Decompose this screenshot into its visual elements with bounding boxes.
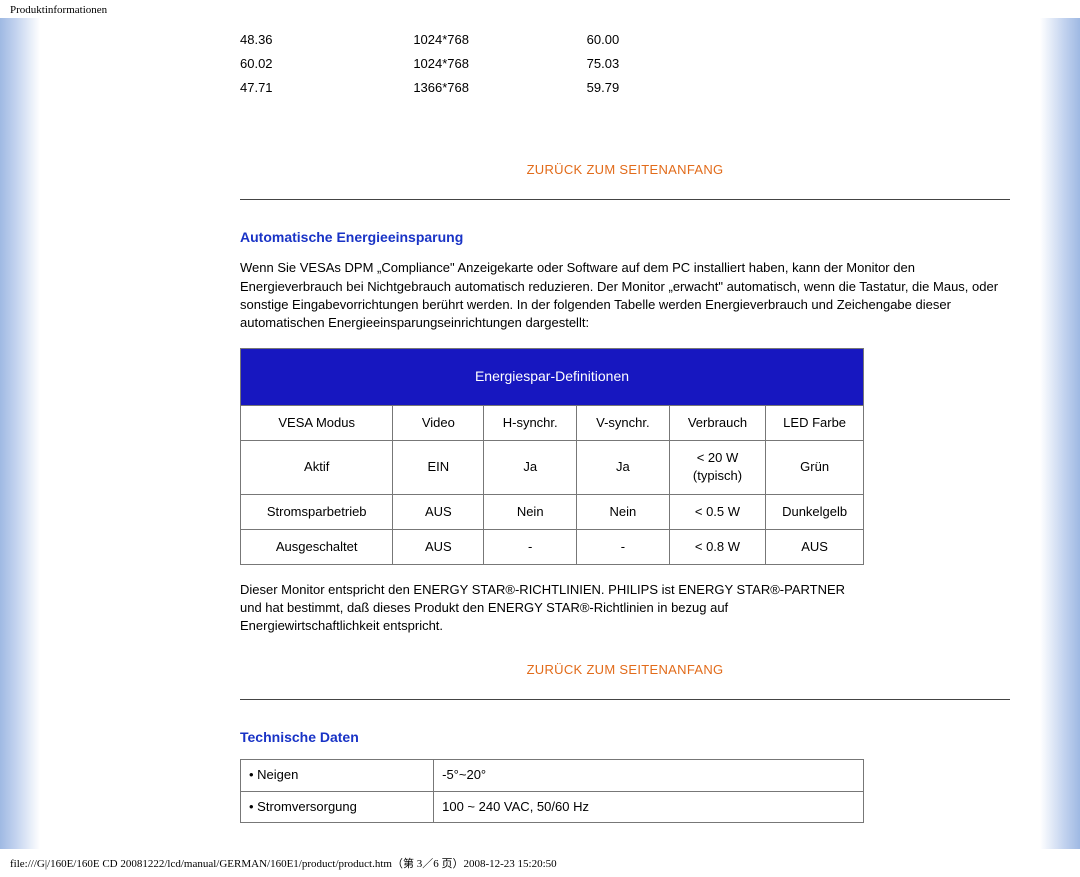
energy-table: Energiespar-Definitionen VESA Modus Vide… xyxy=(240,348,864,565)
cell-value: -5°~20° xyxy=(434,760,864,791)
cell: Ja xyxy=(577,441,670,494)
cell-hfreq: 60.02 xyxy=(240,52,413,76)
page-header: Produktinformationen xyxy=(0,0,1080,18)
col-verbrauch: Verbrauch xyxy=(669,406,766,441)
cell-hfreq: 48.36 xyxy=(240,28,413,52)
divider xyxy=(240,699,1010,700)
cell-label: • Neigen xyxy=(241,760,434,791)
cell: - xyxy=(577,529,670,564)
table-row: Stromsparbetrieb AUS Nein Nein < 0.5 W D… xyxy=(241,494,864,529)
table-title-cell: Energiespar-Definitionen xyxy=(241,349,864,406)
divider xyxy=(240,199,1010,200)
cell-res: 1366*768 xyxy=(413,76,586,100)
col-led: LED Farbe xyxy=(766,406,864,441)
section-title-energy: Automatische Energieeinsparung xyxy=(240,228,1010,248)
table-title-row: Energiespar-Definitionen xyxy=(241,349,864,406)
table-row: Aktif EIN Ja Ja < 20 W (typisch) Grün xyxy=(241,441,864,494)
cell-vfreq: 59.79 xyxy=(587,76,760,100)
page-footer: file:///G|/160E/160E CD 20081222/lcd/man… xyxy=(0,849,1080,877)
cell: AUS xyxy=(393,494,484,529)
left-gap xyxy=(40,18,240,849)
cell-vfreq: 75.03 xyxy=(587,52,760,76)
right-rail xyxy=(1040,18,1080,849)
cell-label: • Stromversorgung xyxy=(241,791,434,822)
cell: < 0.8 W xyxy=(669,529,766,564)
cell: EIN xyxy=(393,441,484,494)
cell: - xyxy=(484,529,577,564)
cell: Stromsparbetrieb xyxy=(241,494,393,529)
cell-value: 100 ~ 240 VAC, 50/60 Hz xyxy=(434,791,864,822)
table-row: • Neigen -5°~20° xyxy=(241,760,864,791)
col-vesa: VESA Modus xyxy=(241,406,393,441)
cell: AUS xyxy=(766,529,864,564)
section-title-tech: Technische Daten xyxy=(240,728,1010,748)
main-content: 48.36 1024*768 60.00 60.02 1024*768 75.0… xyxy=(240,18,1040,849)
cell-res: 1024*768 xyxy=(413,28,586,52)
cell: Dunkelgelb xyxy=(766,494,864,529)
table-header-row: VESA Modus Video H-synchr. V-synchr. Ver… xyxy=(241,406,864,441)
energy-paragraph: Wenn Sie VESAs DPM „Compliance" Anzeigek… xyxy=(240,259,1010,332)
table-row: • Stromversorgung 100 ~ 240 VAC, 50/60 H… xyxy=(241,791,864,822)
table-row: 60.02 1024*768 75.03 xyxy=(240,52,760,76)
col-video: Video xyxy=(393,406,484,441)
page-body: 48.36 1024*768 60.00 60.02 1024*768 75.0… xyxy=(0,18,1080,849)
cell: Aktif xyxy=(241,441,393,494)
back-to-top-link[interactable]: ZURÜCK ZUM SEITENANFANG xyxy=(240,661,1010,679)
cell: Grün xyxy=(766,441,864,494)
table-row: 48.36 1024*768 60.00 xyxy=(240,28,760,52)
cell: Ja xyxy=(484,441,577,494)
timing-table-fragment: 48.36 1024*768 60.00 60.02 1024*768 75.0… xyxy=(240,28,760,101)
cell-hfreq: 47.71 xyxy=(240,76,413,100)
energy-note: Dieser Monitor entspricht den ENERGY STA… xyxy=(240,581,864,636)
cell: AUS xyxy=(393,529,484,564)
tech-table: • Neigen -5°~20° • Stromversorgung 100 ~… xyxy=(240,759,864,822)
col-hsync: H-synchr. xyxy=(484,406,577,441)
cell: Nein xyxy=(484,494,577,529)
col-vsync: V-synchr. xyxy=(577,406,670,441)
cell: Nein xyxy=(577,494,670,529)
table-row: Ausgeschaltet AUS - - < 0.8 W AUS xyxy=(241,529,864,564)
left-rail xyxy=(0,18,40,849)
cell-res: 1024*768 xyxy=(413,52,586,76)
cell-vfreq: 60.00 xyxy=(587,28,760,52)
table-row: 47.71 1366*768 59.79 xyxy=(240,76,760,100)
cell: < 0.5 W xyxy=(669,494,766,529)
back-to-top-link[interactable]: ZURÜCK ZUM SEITENANFANG xyxy=(240,161,1010,179)
cell: Ausgeschaltet xyxy=(241,529,393,564)
cell: < 20 W (typisch) xyxy=(669,441,766,494)
